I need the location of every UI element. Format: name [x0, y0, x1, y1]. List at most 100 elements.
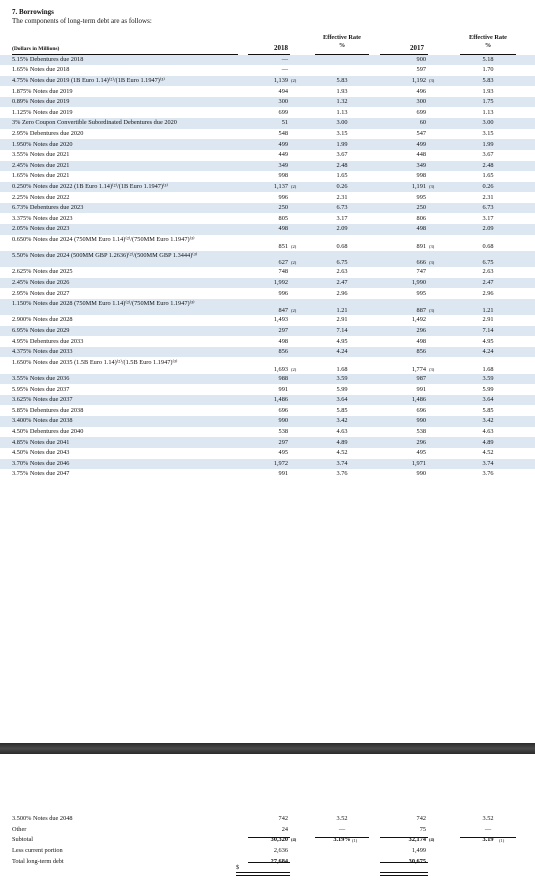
- row-label: 2.625% Notes due 2025: [12, 268, 73, 276]
- table-row: 3.55% Notes due 2021 449 3.67 448 3.67: [0, 150, 535, 161]
- value-2017: 296: [416, 438, 426, 446]
- row-label: 2.25% Notes due 2022: [12, 193, 70, 201]
- other-underline-rate-2017: [460, 837, 516, 838]
- rate-footnote-2018: (1): [352, 837, 358, 843]
- header-underline: [248, 53, 290, 55]
- table-row: 5.95% Notes due 2037 991 5.99 991 5.99: [0, 384, 535, 395]
- rate-2017: 2.48: [482, 161, 494, 169]
- value-2017: 806: [416, 214, 426, 222]
- row-label: 4.50% Debentures due 2040: [12, 427, 84, 435]
- value-2018: 699: [278, 108, 288, 116]
- value-2018: 349: [278, 161, 288, 169]
- rate-2017: 3.76: [482, 470, 494, 478]
- row-label: 1.65% Notes due 2018: [12, 66, 70, 74]
- other-underline-rate-2018: [315, 837, 369, 838]
- value-2017: 666: [416, 259, 426, 267]
- rate-2018: 1.93: [336, 87, 348, 95]
- table-row: 3.70% Notes due 2046 1,972 3.74 1,971 3.74: [0, 458, 535, 470]
- rate-2018: 3.17: [336, 214, 348, 222]
- table-row: 3.55% Notes due 2036 988 3.59 987 3.59: [0, 373, 535, 385]
- table-row: 0.650% Notes due 2024 (750MM Euro 1.14)⁽…: [0, 235, 535, 251]
- rate-2018: 5.85: [336, 406, 348, 414]
- table-row: 1.150% Notes due 2028 (750MM Euro 1.14)⁽…: [0, 298, 535, 316]
- total-double-underline-2018: [236, 872, 290, 876]
- table-row: 4.375% Notes due 2033 856 4.24 856 4.24: [0, 346, 535, 358]
- value-2018: 548: [278, 129, 288, 137]
- rate-2018: 2.91: [336, 316, 348, 324]
- value-2018: 988: [278, 374, 288, 382]
- rate-2018: 3.42: [336, 417, 348, 425]
- row-label: 1.150% Notes due 2028 (750MM Euro 1.14)⁽…: [12, 300, 195, 308]
- rate-2018: 1.32: [336, 98, 348, 106]
- value-2018: 495: [278, 449, 288, 457]
- row-label: 6.95% Notes due 2029: [12, 326, 70, 334]
- row-label: 1.950% Notes due 2020: [12, 140, 73, 148]
- row-label: 3.625% Notes due 2037: [12, 396, 73, 404]
- row-label: 3.500% Notes due 2048: [12, 815, 73, 823]
- value-2017: 1,971: [411, 459, 426, 467]
- rate-header-line1: Effective Rate: [323, 34, 361, 41]
- table-row: 2.625% Notes due 2025 748 2.63 747 2.63: [0, 267, 535, 278]
- row-label: 5.15% Debentures due 2018: [12, 55, 84, 63]
- value-2017: 250: [416, 204, 426, 212]
- value-2018: 538: [278, 427, 288, 435]
- value-2017: 696: [416, 406, 426, 414]
- rate-2017: 1.99: [482, 140, 494, 148]
- rate-2017: 1.65: [482, 172, 494, 180]
- rate-2017: 1.68: [482, 365, 494, 373]
- value-2018: —: [281, 55, 288, 63]
- rate-2017: 3.00: [482, 119, 494, 127]
- value-2018: 847: [278, 307, 288, 315]
- row-label: 3.375% Notes due 2023: [12, 214, 73, 222]
- rate-2017: 3.17: [482, 214, 494, 222]
- rate-2017: 1.75: [482, 98, 494, 106]
- row-label: 1.650% Notes due 2035 (1.5B Euro 1.14)⁽²…: [12, 358, 178, 366]
- value-2017: 1,486: [411, 396, 426, 404]
- row-label: 2.95% Debentures due 2020: [12, 129, 84, 137]
- rate-2017: 4.24: [482, 348, 494, 356]
- rate-footnote-2017: (1): [499, 837, 505, 843]
- row-label: 2.900% Notes due 2028: [12, 316, 73, 324]
- table-row: Less current portion 2,636 1,499: [0, 846, 535, 857]
- table-row: Total long-term debt 27,684 30,675: [0, 856, 535, 867]
- value-2018: 498: [278, 337, 288, 345]
- value-2018: 627: [278, 259, 288, 267]
- value-2018: 851: [278, 242, 288, 250]
- row-label: 3.75% Notes due 2047: [12, 470, 70, 478]
- table-row: 1.950% Notes due 2020 499 1.99 499 1.99: [0, 139, 535, 150]
- rate-2017: 3.59: [482, 374, 494, 382]
- footnote-2018: (2): [291, 308, 297, 314]
- value-2018: 1,693: [273, 365, 288, 373]
- value-2017: 991: [416, 385, 426, 393]
- row-label: 4.85% Notes due 2041: [12, 438, 70, 446]
- footnote-2017: (3): [429, 183, 435, 189]
- rate-2017: 4.89: [482, 438, 494, 446]
- table-row: 3.500% Notes due 2048 742 3.52 742 3.52: [0, 814, 535, 825]
- value-2017: 1,492: [411, 316, 426, 324]
- table-row: 3.75% Notes due 2047 991 3.76 990 3.76: [0, 469, 535, 480]
- column-label-header: (Dollars in Millions): [12, 46, 60, 52]
- rate-2018: 2.31: [336, 193, 348, 201]
- rate-2017: 2.31: [482, 193, 494, 201]
- rate-2017: 6.75: [482, 259, 494, 267]
- table-row: 5.50% Notes due 2024 (500MM GBP 1.2636)⁽…: [0, 250, 535, 268]
- effective-rate-2017-header: Effective Rate %: [458, 34, 518, 50]
- value-2017: 296: [416, 326, 426, 334]
- row-label: 5.50% Notes due 2024 (500MM GBP 1.2636)⁽…: [12, 252, 198, 260]
- row-label: Total long-term debt: [12, 857, 64, 865]
- table-row: 1.875% Notes due 2019 494 1.93 496 1.93: [0, 86, 535, 97]
- table-row: 6.73% Debentures due 2023 250 6.73 250 6.73: [0, 202, 535, 214]
- value-2018: 2,636: [273, 847, 288, 855]
- table-row: 1.125% Notes due 2019 699 1.13 699 1.13: [0, 108, 535, 119]
- row-label: 3.55% Notes due 2036: [12, 374, 70, 382]
- table-row: 0.89% Notes due 2019 300 1.32 300 1.75: [0, 96, 535, 108]
- rate-2017: 5.99: [482, 385, 494, 393]
- value-2017: 498: [416, 337, 426, 345]
- effective-rate-2018-header: Effective Rate %: [312, 34, 372, 50]
- value-2018: 24: [281, 825, 288, 833]
- rate-header-line1: Effective Rate: [469, 34, 507, 41]
- header-underline: [315, 53, 369, 55]
- value-2017: 887: [416, 307, 426, 315]
- value-2017: 300: [416, 98, 426, 106]
- value-2018: 996: [278, 289, 288, 297]
